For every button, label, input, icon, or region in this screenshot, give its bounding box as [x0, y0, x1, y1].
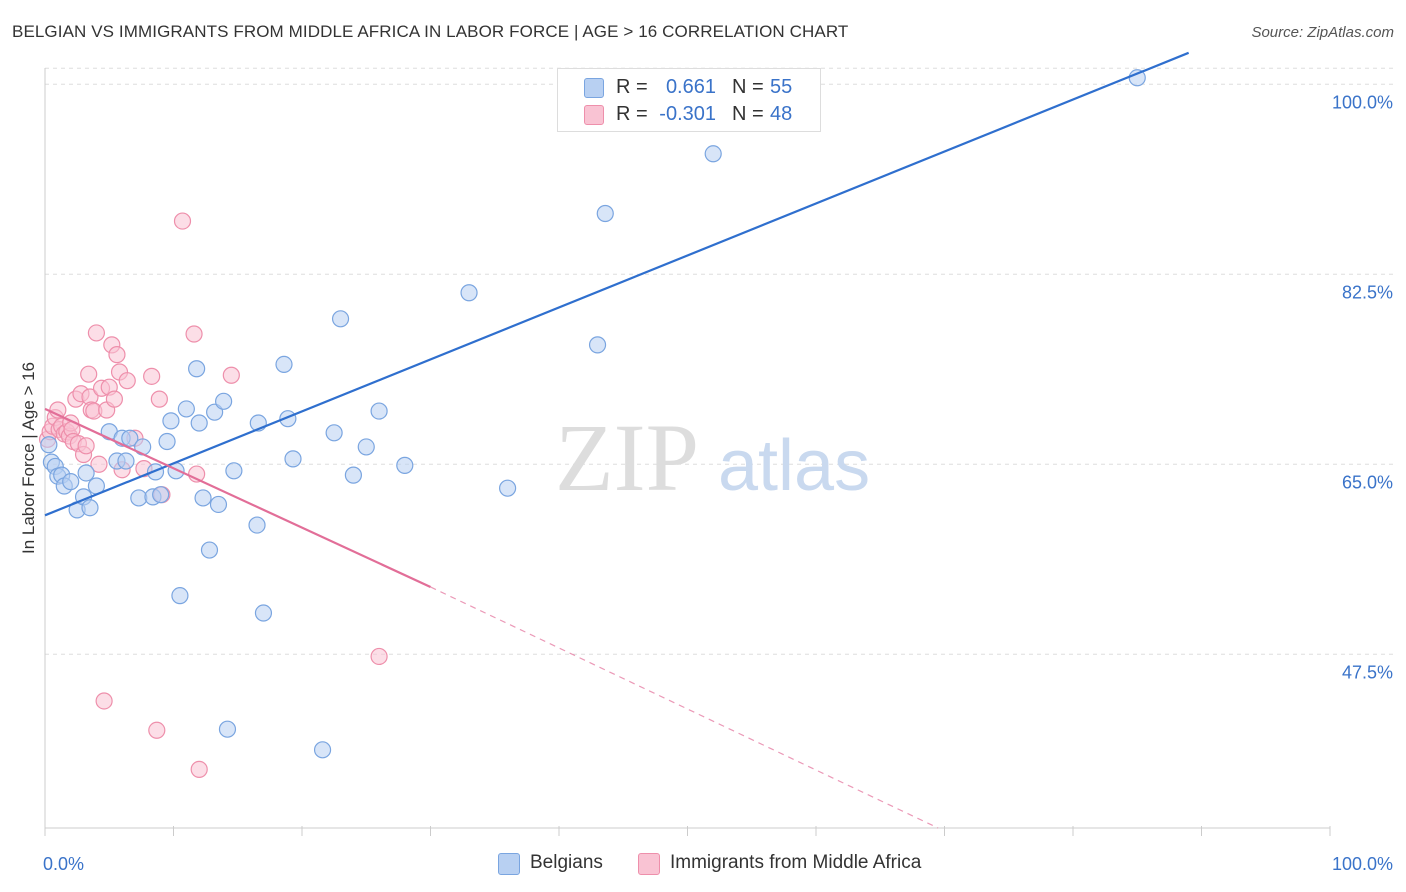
- belgians-point: [313, 741, 332, 759]
- belgians-point: [254, 604, 273, 622]
- immigrants-swatch: [584, 105, 604, 125]
- belgians-trend-line: [44, 51, 1190, 517]
- immigrants-point: [80, 365, 98, 383]
- y-tick-label: 82.5%: [1342, 282, 1393, 302]
- immigrants-point: [148, 721, 166, 739]
- watermark-zip: ZIP: [555, 404, 699, 511]
- belgians-point: [588, 336, 607, 354]
- y-tick-label: 47.5%: [1342, 662, 1393, 682]
- immigrants-point: [173, 212, 192, 230]
- belgians-swatch: [584, 78, 604, 98]
- immigrants-point: [90, 455, 108, 473]
- belgians-points: [40, 69, 1146, 759]
- belgians-point: [596, 204, 614, 223]
- belgians-point: [121, 429, 139, 447]
- belgians-point: [396, 456, 414, 474]
- immigrants-point: [190, 760, 208, 778]
- immigrants-point: [87, 324, 106, 342]
- x-tick-label: 0.0%: [43, 854, 84, 874]
- belgians-point: [218, 720, 237, 738]
- immigrants-trend-extension: [430, 586, 939, 829]
- legend-row-belgians: R = 0.661 N = 55: [558, 74, 820, 100]
- n-label: N =: [732, 76, 764, 98]
- n-value: 55: [770, 76, 793, 98]
- r-value: -0.301: [659, 103, 716, 125]
- source-label: Source: ZipAtlas.com: [1251, 24, 1394, 41]
- r-value: 0.661: [665, 76, 716, 98]
- belgians-point: [225, 462, 243, 480]
- belgians-point: [284, 450, 302, 468]
- belgians-point: [704, 145, 722, 163]
- immigrants-point: [150, 390, 168, 408]
- belgians-point: [370, 402, 388, 420]
- y-axis-label: In Labor Force | Age > 16: [19, 362, 38, 554]
- belgians-point: [117, 452, 135, 470]
- belgians-point: [77, 464, 95, 482]
- n-label: N =: [732, 103, 764, 125]
- belgians-point: [190, 414, 208, 432]
- belgians-point: [171, 587, 189, 605]
- immigrants-point: [118, 372, 136, 390]
- series-legend: Belgians Immigrants from Middle Africa: [0, 852, 1406, 878]
- stats-legend: R = 0.661 N = 55 R = -0.301 N = 48: [557, 68, 821, 132]
- immigrants-point: [143, 367, 161, 385]
- watermark-atlas: atlas: [718, 426, 870, 506]
- immigrants-point: [222, 366, 240, 384]
- belgians-legend-label: Belgians: [530, 852, 603, 873]
- y-tick-label: 65.0%: [1342, 472, 1393, 492]
- immigrants-point: [95, 692, 113, 710]
- belgians-point: [188, 360, 206, 378]
- belgians-point: [344, 466, 362, 484]
- belgians-point: [209, 495, 228, 514]
- chart-title: BELGIAN VS IMMIGRANTS FROM MIDDLE AFRICA…: [12, 22, 849, 41]
- immigrants-point: [370, 647, 388, 666]
- immigrants-trend-line: [44, 407, 431, 588]
- legend-row-immigrants: R = -0.301 N = 48: [558, 101, 820, 127]
- immigrants-legend-label: Immigrants from Middle Africa: [670, 852, 922, 873]
- belgians-point: [248, 516, 266, 534]
- r-label: R =: [616, 103, 648, 125]
- belgians-point: [325, 424, 343, 442]
- belgians-point: [62, 473, 80, 491]
- immigrants-legend-swatch: [638, 853, 660, 875]
- immigrants-point: [108, 346, 126, 364]
- belgians-point: [152, 486, 170, 504]
- belgians-point: [499, 479, 517, 497]
- n-value: 48: [770, 103, 793, 125]
- belgians-point: [40, 436, 58, 454]
- belgians-point: [275, 355, 293, 373]
- belgians-legend-swatch: [498, 853, 520, 875]
- belgians-point: [460, 284, 478, 302]
- r-label: R =: [616, 76, 648, 98]
- belgians-point: [200, 541, 219, 559]
- belgians-point: [81, 499, 99, 517]
- belgians-point: [331, 310, 350, 328]
- belgians-point: [194, 489, 212, 507]
- belgians-point: [215, 392, 233, 410]
- belgians-point: [130, 489, 148, 507]
- y-tick-label: 100.0%: [1332, 92, 1393, 112]
- belgians-point: [177, 400, 195, 418]
- immigrants-point: [105, 390, 123, 408]
- trend-lines: [44, 51, 1190, 829]
- belgians-point: [158, 432, 176, 451]
- belgians-point: [162, 412, 180, 430]
- belgians-point: [357, 438, 375, 456]
- immigrants-point: [77, 437, 95, 455]
- tick-labels: 47.5% 65.0% 82.5% 100.0% 0.0% 100.0%: [43, 92, 1393, 874]
- x-tick-label: 100.0%: [1332, 854, 1393, 874]
- immigrants-point: [185, 325, 203, 343]
